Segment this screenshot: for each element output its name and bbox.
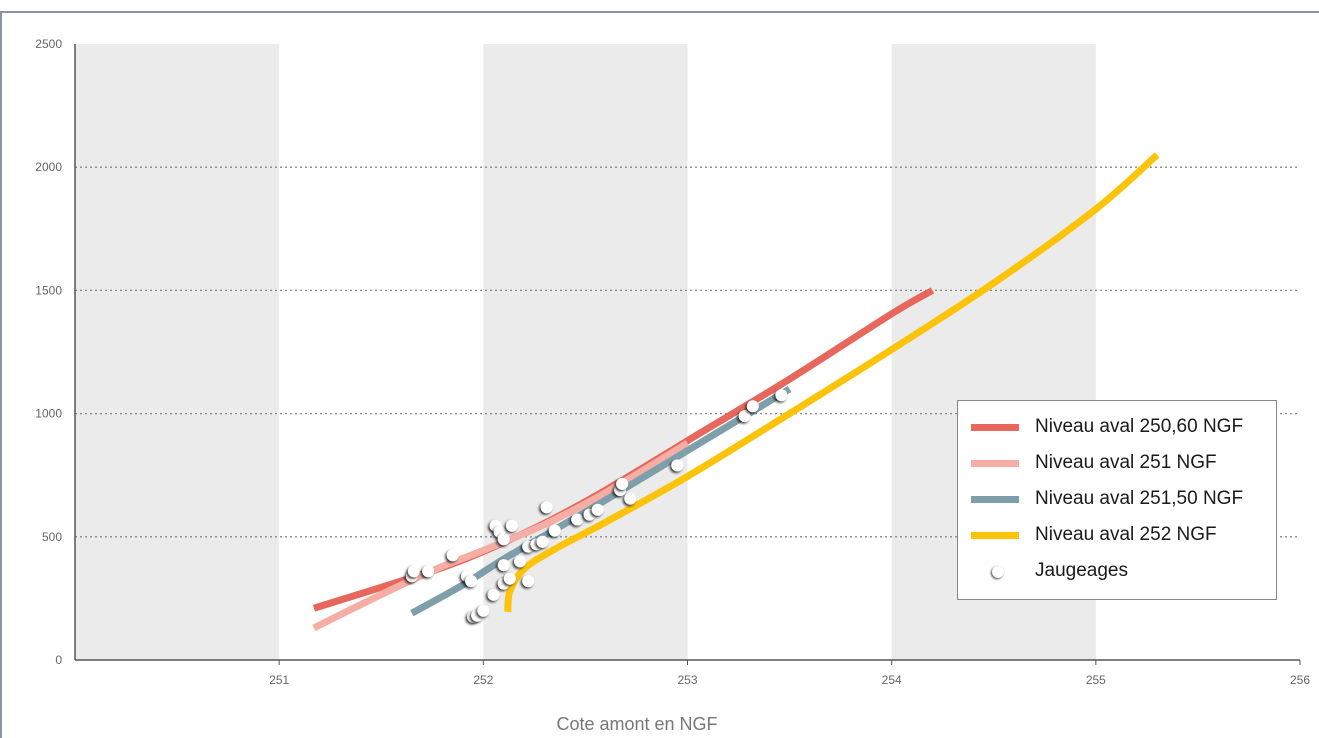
scatter-point xyxy=(522,575,535,588)
y-tick-label: 2000 xyxy=(35,160,62,174)
scatter-point xyxy=(487,588,500,601)
scatter-point xyxy=(505,519,518,532)
scatter-point xyxy=(536,535,549,548)
scatter-point xyxy=(477,604,490,617)
legend-label-series-3: Niveau aval 251,50 NGF xyxy=(1035,488,1244,509)
scatter-point xyxy=(514,555,527,568)
x-tick-label: 251 xyxy=(269,673,289,687)
x-tick-label: 252 xyxy=(473,673,493,687)
axes xyxy=(74,44,1301,665)
legend-item-series-2: Niveau aval 251 NGF xyxy=(968,445,1268,481)
scatter-point xyxy=(571,513,584,526)
x-tick-label: 254 xyxy=(882,673,902,687)
scatter-point xyxy=(497,559,510,572)
legend-swatch-series-2 xyxy=(971,460,1019,467)
scatter-point xyxy=(465,575,478,588)
scatter-points xyxy=(405,389,788,623)
scatter-point xyxy=(671,459,684,472)
y-tick-label: 1000 xyxy=(35,407,62,421)
legend: Niveau aval 250,60 NGF Niveau aval 251 N… xyxy=(957,400,1277,600)
legend-label-jaugeages: Jaugeages xyxy=(1035,560,1128,581)
scatter-point xyxy=(540,501,553,514)
series-line-2 xyxy=(312,440,690,632)
legend-swatch-series-1 xyxy=(971,424,1019,431)
scatter-point xyxy=(446,549,459,562)
legend-dot-jaugeages xyxy=(992,566,1004,578)
scatter-point xyxy=(775,389,788,402)
x-tick-label: 256 xyxy=(1290,673,1310,687)
x-axis-label: Cote amont en NGF xyxy=(556,714,717,734)
y-tick-label: 2500 xyxy=(35,37,62,51)
window-top-border xyxy=(0,0,1319,13)
scatter-point xyxy=(738,410,751,423)
y-tick-labels: 0 500 1000 1500 2000 2500 xyxy=(35,37,62,667)
legend-label-series-4: Niveau aval 252 NGF xyxy=(1035,524,1217,545)
x-tick-labels: 251 252 253 254 255 256 xyxy=(269,673,1310,687)
background-band xyxy=(483,44,688,660)
scatter-point xyxy=(616,477,629,490)
scatter-point xyxy=(746,400,759,413)
window-left-border xyxy=(0,12,2,738)
legend-item-series-3: Niveau aval 251,50 NGF xyxy=(968,481,1268,517)
scatter-point xyxy=(422,565,435,578)
legend-label-series-2: Niveau aval 251 NGF xyxy=(1035,452,1217,473)
scatter-point xyxy=(591,503,604,516)
scatter-point xyxy=(503,572,516,585)
y-tick-label: 500 xyxy=(42,530,62,544)
series-line-4 xyxy=(504,152,1160,613)
legend-swatch-series-4 xyxy=(971,532,1019,539)
legend-swatch-series-3 xyxy=(971,496,1019,503)
x-tick-label: 253 xyxy=(677,673,697,687)
x-tick-label: 255 xyxy=(1086,673,1106,687)
background-bands xyxy=(75,44,1096,660)
legend-item-series-4: Niveau aval 252 NGF xyxy=(968,517,1268,553)
legend-item-series-1: Niveau aval 250,60 NGF xyxy=(968,409,1268,445)
scatter-point xyxy=(497,533,510,546)
background-band xyxy=(75,44,280,660)
y-tick-label: 1500 xyxy=(35,283,62,297)
scatter-point xyxy=(407,565,420,578)
legend-item-jaugeages: Jaugeages xyxy=(968,553,1268,589)
legend-label-series-1: Niveau aval 250,60 NGF xyxy=(1035,416,1244,437)
y-tick-label: 0 xyxy=(55,653,62,667)
scatter-point xyxy=(548,524,561,537)
scatter-point xyxy=(624,492,637,505)
